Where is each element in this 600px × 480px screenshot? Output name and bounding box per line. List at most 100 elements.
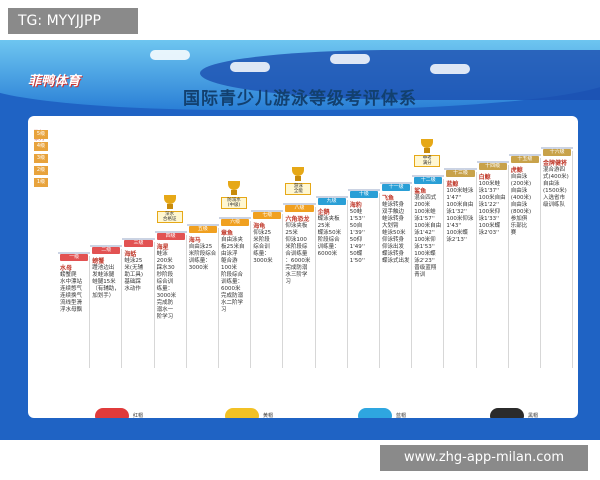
trophy-cup [292,167,305,176]
level-requirements: 蝶泳夹板 25米 蝶泳50米 阶段综合 训练量： 6000米 [317,216,342,257]
level-requirements: 混合游四 式(400米) 自由泳 (1500米) 入选省市 级训练队 [543,167,569,208]
column-divider [89,256,91,368]
stair-step [90,245,123,247]
header-wave-dark [200,50,600,100]
level-name: 白鲸 [478,174,491,181]
stair-step [347,189,380,191]
level-name: 海豹 [349,202,362,209]
level-tab: 十五级 [510,156,539,163]
trophy-label: 防溺水 (中级) [221,197,247,209]
level-tab: 五级 [188,226,217,233]
column-divider [185,235,187,368]
trophy-base [231,190,237,195]
column-divider [443,179,445,368]
level-tab: 四级 [156,233,185,240]
level-requirements: 螃蟹爬 水中漂站 连续憋气 连续换气 流线型滑 浮水母飘 [60,272,83,313]
level-name: 海马 [188,237,201,244]
axis-level-bar: 2级 [34,166,48,175]
stair-step [476,161,509,163]
level-name: 六角恐龙 [285,216,310,223]
level-name: 企鹅 [317,209,330,216]
swimmer-icon [430,64,470,74]
poster: 菲鸭体育 国际青少儿游泳等级考评体系 等级 系列 1级2级3级4级5级一级水母螃… [0,40,600,440]
page-title: 国际青少儿游泳等级考评体系 [183,89,417,109]
level-name: 飞鱼 [382,195,395,202]
level-tab: 三级 [124,240,153,247]
axis-level-bar: 4级 [34,142,48,151]
axis-level-bar: 5级 [34,130,48,139]
swimmer-icon [150,50,190,60]
level-requirements: 蛙泳25 米(无辅 助工具) 基础踩 水动作 [124,258,144,292]
level-name: 海蛞 [124,251,137,258]
column-divider [572,151,574,368]
stair-step [315,196,348,198]
level-requirements: 蛙泳 200米 踩水30 秒阶段 综合训 练量： 3000米 完成防 溺水一 阶… [156,251,177,320]
column-divider [153,242,155,368]
trophy-icon [289,167,307,183]
column-divider [282,214,284,368]
column-divider [507,165,509,368]
swimmer-icon [330,54,370,64]
level-name: 章鱼 [221,230,234,237]
trophy-label: 游泳 全能 [285,183,312,195]
level-requirements: 仰泳25 米阶段 综合训 练量： 3000米 [253,230,273,264]
stair-step [251,210,284,212]
stair-step [122,238,155,240]
column-divider [121,249,123,368]
stair-step [283,203,316,205]
trophy-label: 中考 满分 [414,155,441,167]
stair-step [541,147,574,149]
level-requirements: 50蛙 1'53'' 50自 1'39'' 50仰 1'49'' 50蝶 1'5… [349,209,365,264]
level-requirements: 100米蛙 泳1'37'' 100米自由 泳1'22'' 100米仰 泳1'33… [478,181,506,236]
level-tab: 八级 [285,205,314,212]
level-requirements: 蛙泳转身 双手触边 蛙泳转身 大划臂 蛙泳50米 仰泳转身 仰泳出发 蝶泳转身 … [382,202,410,264]
column-divider [346,200,348,368]
level-requirements: 蹬池边出 发蛙泳腿 蛙腿15米 （有辅助， 加划手） [92,265,120,299]
level-tab: 十六级 [543,149,572,156]
level-name: 螃蟹 [92,258,105,265]
level-name: 虎鲸 [510,167,523,174]
stair-step [508,154,541,156]
stair-step [412,175,445,177]
stair-step [219,217,252,219]
level-requirements: 100米蛙泳 1'47'' 100米自由 泳1'32'' 100米仰泳 1'43… [446,188,474,243]
level-requirements: 自由泳 (200米) 自由泳 (400米) 自由泳 (800米) 参加俱 乐部比… [510,174,532,236]
watermark-bottom: www.zhg-app-milan.com [380,445,588,471]
trophy-cup [163,195,176,204]
column-divider [379,193,380,368]
cap-label: 蓝帽 [396,413,407,418]
level-tab: 十四级 [478,163,507,170]
level-name: 蓝鲸 [446,181,459,188]
cap-label: 黑帽 [528,413,539,418]
level-tab: 二级 [92,247,121,254]
watermark-top: TG: MYYJJPP [8,8,138,34]
trophy-label: 深水 合格证 [156,211,183,223]
stair-step [154,231,187,233]
brand-logo: 菲鸭体育 [28,74,81,89]
swim-cap-icon [225,408,259,418]
level-requirements: 混合四式 200米 100米蛙 泳1'57'' 100米自由 泳1'42'' 1… [414,195,442,278]
trophy-base [295,176,302,181]
level-tab: 七级 [253,212,282,219]
level-tab: 一级 [60,254,89,261]
level-requirements: 仰泳夹板 25米 仰泳100 米阶段综 合训练量 ：6000米 完成防溺 水三阶… [285,223,311,285]
stair-step [58,252,91,254]
swimmer-icon [230,62,270,72]
trophy-icon [161,195,179,211]
level-tab: 九级 [317,198,346,205]
swim-cap-icon [358,408,392,418]
level-name: 海龟 [253,223,266,230]
stair-step [380,182,413,184]
trophy-icon [418,139,436,155]
level-name: 水母 [60,265,73,272]
level-requirements: 自由泳25 米阶段综合 训练量： 3000米 [188,244,217,271]
swim-cap-icon [490,408,524,418]
level-tab: 六级 [221,219,250,226]
level-tab: 十三级 [446,170,475,177]
trophy-base [424,148,431,153]
trophy-base [166,204,173,209]
swim-cap-icon [95,408,129,418]
level-name: 海星 [156,244,169,251]
column-divider [250,221,252,368]
